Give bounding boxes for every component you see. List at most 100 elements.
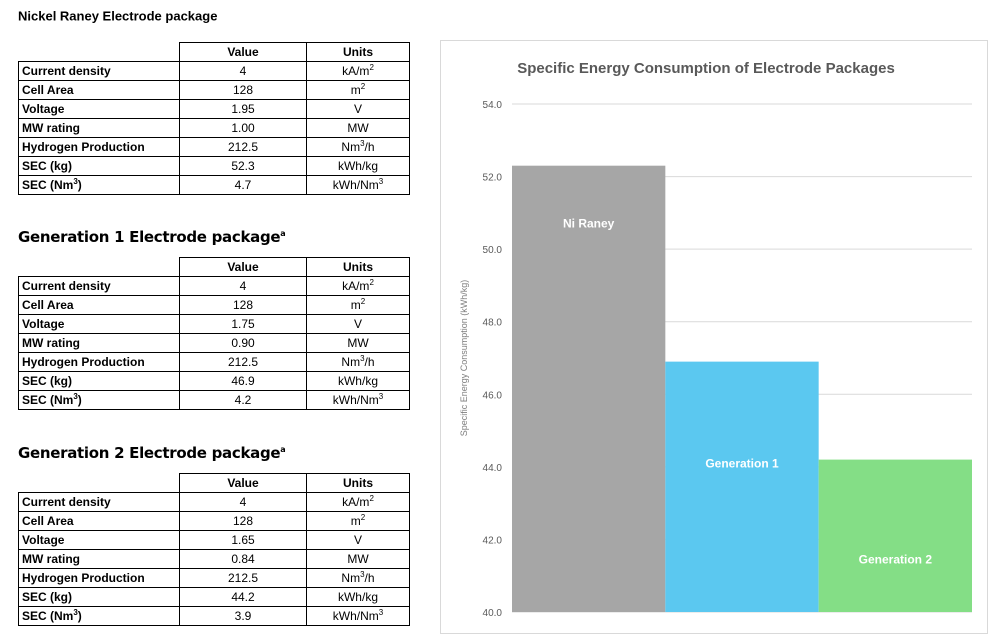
column-header-units: Units bbox=[306, 42, 410, 62]
row-unit: m2 bbox=[306, 295, 410, 315]
row-value: 3.9 bbox=[179, 606, 307, 626]
row-label: Voltage bbox=[18, 530, 180, 550]
spec-table-generation-1: Value Units Current density 4 kA/m2 Cell Area… bbox=[18, 257, 410, 410]
row-label: MW rating bbox=[18, 333, 180, 353]
table-row: SEC (kg) 46.9 kWh/kg bbox=[18, 371, 410, 391]
row-label: Current density bbox=[18, 276, 180, 296]
row-value: 1.65 bbox=[179, 530, 307, 550]
table-row: SEC (kg) 44.2 kWh/kg bbox=[18, 587, 410, 607]
row-unit-text: kWh/Nm bbox=[332, 609, 379, 623]
row-label: Voltage bbox=[18, 314, 180, 334]
row-unit-text: kA/m bbox=[342, 279, 370, 293]
bar-ni-raney bbox=[512, 165, 666, 612]
table-row: MW rating 0.90 MW bbox=[18, 333, 410, 353]
table-row: Hydrogen Production 212.5 Nm3/h bbox=[18, 352, 410, 372]
table-header-blank bbox=[18, 257, 180, 277]
chart-title: Specific Energy Consumption of Electrode… bbox=[517, 60, 895, 77]
bar-label: Ni Raney bbox=[563, 217, 615, 231]
row-unit-text: MW bbox=[347, 552, 369, 566]
table-header-row: Value Units bbox=[18, 257, 410, 277]
table-row: Cell Area 128 m2 bbox=[18, 295, 410, 315]
row-label: MW rating bbox=[18, 549, 180, 569]
row-label: Voltage bbox=[18, 99, 180, 119]
row-value: 1.00 bbox=[179, 118, 307, 138]
row-unit: Nm3/h bbox=[306, 352, 410, 372]
row-label: Cell Area bbox=[18, 511, 180, 531]
column-header-units: Units bbox=[306, 257, 410, 277]
row-unit-text: V bbox=[353, 533, 362, 547]
row-unit-text: V bbox=[353, 317, 362, 331]
row-value: 128 bbox=[179, 80, 307, 100]
row-value: 4.7 bbox=[179, 175, 307, 195]
row-unit-text: m bbox=[350, 83, 361, 97]
row-unit: kA/m2 bbox=[306, 61, 410, 81]
row-label-sup: 3 bbox=[73, 392, 78, 401]
spec-table-generation-2: Value Units Current density 4 kA/m2 Cell Area… bbox=[18, 473, 410, 626]
row-unit-sup: 2 bbox=[360, 297, 366, 306]
row-value: 44.2 bbox=[179, 587, 307, 607]
row-label-text: MW rating bbox=[22, 336, 80, 350]
row-unit: m2 bbox=[306, 80, 410, 100]
row-unit-sup: 3 bbox=[360, 570, 365, 579]
row-unit-text: V bbox=[353, 102, 362, 116]
bar-label: Generation 1 bbox=[705, 457, 779, 471]
row-unit-sup: 3 bbox=[378, 608, 384, 617]
package-title-text: Generation 1 Electrode package bbox=[18, 228, 281, 246]
package-title-text: Nickel Raney Electrode package bbox=[18, 8, 218, 24]
row-unit: V bbox=[306, 99, 410, 119]
row-unit: MW bbox=[306, 549, 410, 569]
row-label: SEC (Nm3) bbox=[18, 606, 180, 626]
row-unit: MW bbox=[306, 118, 410, 138]
row-label-text: SEC (kg) bbox=[22, 590, 73, 604]
row-label-sup: 3 bbox=[73, 177, 78, 186]
row-unit: kWh/Nm3 bbox=[306, 390, 410, 410]
row-label-text: Cell Area bbox=[22, 514, 74, 528]
package-title-nickel-raney: Nickel Raney Electrode package bbox=[18, 8, 217, 23]
row-label: Hydrogen Production bbox=[18, 137, 180, 157]
row-unit: kWh/Nm3 bbox=[306, 175, 410, 195]
bar-generation-1 bbox=[665, 361, 819, 612]
package-title-sup: a bbox=[280, 229, 286, 238]
sec-chart-panel: Specific Energy Consumption of Electrode… bbox=[440, 40, 988, 634]
row-value: 0.84 bbox=[179, 549, 307, 569]
y-tick-label: 42.0 bbox=[483, 535, 503, 546]
y-tick-label: 50.0 bbox=[483, 245, 503, 256]
row-unit: kA/m2 bbox=[306, 492, 410, 512]
row-label: SEC (kg) bbox=[18, 156, 180, 176]
row-label-text: Voltage bbox=[22, 317, 65, 331]
row-label: SEC (Nm3) bbox=[18, 175, 180, 195]
row-label-text: SEC (kg) bbox=[22, 374, 73, 388]
column-header-value: Value bbox=[179, 257, 307, 277]
row-label-text: Hydrogen Production bbox=[22, 140, 145, 154]
row-value: 4 bbox=[179, 276, 307, 296]
table-header-row: Value Units bbox=[18, 42, 410, 62]
row-unit: kWh/kg bbox=[306, 587, 410, 607]
spec-table-nickel-raney: Value Units Current density 4 kA/m2 Cell Area… bbox=[18, 42, 410, 195]
row-label: Hydrogen Production bbox=[18, 568, 180, 588]
row-label-text: MW rating bbox=[22, 121, 80, 135]
row-unit-text: kWh/kg bbox=[337, 374, 378, 388]
row-value: 46.9 bbox=[179, 371, 307, 391]
row-unit: V bbox=[306, 314, 410, 334]
row-label: Current density bbox=[18, 492, 180, 512]
row-unit: kWh/Nm3 bbox=[306, 606, 410, 626]
row-unit-text: m bbox=[350, 514, 361, 528]
row-value: 128 bbox=[179, 295, 307, 315]
row-label-text: Current density bbox=[22, 64, 111, 78]
row-unit-text: kWh/kg bbox=[337, 159, 378, 173]
row-label-text: MW rating bbox=[22, 552, 80, 566]
row-value: 4.2 bbox=[179, 390, 307, 410]
row-value: 128 bbox=[179, 511, 307, 531]
column-header-value: Value bbox=[179, 42, 307, 62]
row-unit-post: /h bbox=[364, 140, 375, 154]
package-title-text: Generation 2 Electrode package bbox=[18, 444, 281, 462]
row-unit-sup: 2 bbox=[369, 63, 374, 72]
row-label-post: ) bbox=[77, 609, 82, 623]
row-unit-text: Nm bbox=[341, 355, 361, 369]
column-header-units: Units bbox=[306, 473, 410, 493]
row-value: 52.3 bbox=[179, 156, 307, 176]
row-label: MW rating bbox=[18, 118, 180, 138]
row-unit-sup: 2 bbox=[360, 513, 366, 522]
row-unit-sup: 2 bbox=[360, 82, 366, 91]
row-label-text: SEC (kg) bbox=[22, 159, 73, 173]
